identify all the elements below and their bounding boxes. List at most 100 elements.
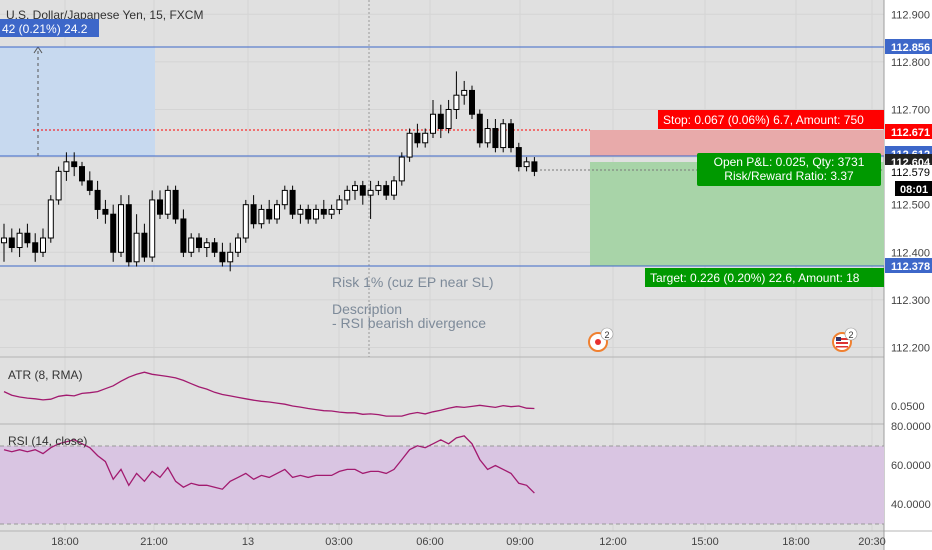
candle-body	[313, 208, 319, 220]
candle-body	[320, 208, 327, 215]
time-tick-label: 15:00	[691, 536, 719, 548]
candle-body	[359, 185, 366, 196]
rsi-tick-80: 80.0000	[891, 421, 931, 433]
candle-body	[157, 199, 163, 215]
candle-body	[398, 156, 405, 182]
candle-body	[149, 199, 156, 258]
candles-group	[1, 71, 538, 272]
target-label: Target: 0.226 (0.20%) 22.6, Amount: 18	[650, 271, 860, 285]
candle-body	[461, 89, 468, 96]
candle-body	[242, 204, 249, 239]
alert-event-icon[interactable]: 2	[588, 327, 614, 352]
candle-body	[437, 113, 444, 130]
candle-body	[336, 199, 343, 210]
atr-label: ATR (8, RMA)	[8, 368, 82, 382]
time-tick-label: 18:00	[782, 536, 810, 548]
time-tick-label: 20:30	[858, 536, 886, 548]
candle-body	[71, 161, 78, 168]
rsi-label: RSI (14, close)	[8, 434, 87, 448]
candle-body	[523, 161, 530, 168]
candle-body	[352, 185, 358, 191]
us-flag-icon[interactable]: 2	[832, 327, 858, 352]
candle-body	[281, 189, 288, 206]
price-tick-label: 112.200	[891, 342, 930, 354]
candle-body	[289, 189, 296, 215]
countdown-tag	[895, 181, 932, 196]
candle-body	[375, 185, 382, 191]
measure-label-box	[0, 19, 99, 37]
price-tick-label: 112.500	[891, 200, 930, 212]
candle-body	[406, 132, 413, 158]
candle-body	[367, 189, 374, 196]
atr-tick: 0.0500	[891, 401, 925, 413]
candle-body	[63, 161, 70, 172]
alert-event-count: 2	[604, 330, 609, 340]
last-price-tag	[885, 165, 932, 178]
upper-level-tag	[885, 39, 932, 54]
candle-body	[164, 189, 171, 215]
candle-body	[422, 132, 429, 144]
atr-line	[3, 371, 535, 417]
stop-label: Stop: 0.067 (0.06%) 6.7, Amount: 750	[663, 113, 864, 127]
candle-body	[196, 237, 202, 249]
measure-label: 42 (0.21%) 24.2	[2, 22, 88, 36]
chart-title: U.S. Dollar/Japanese Yen, 15, FXCM	[6, 8, 203, 22]
time-tick-label: 09:00	[506, 536, 534, 548]
candle-body	[133, 232, 140, 263]
stop-loss-zone[interactable]	[590, 130, 884, 156]
candle-body	[94, 189, 101, 210]
candle-body	[180, 218, 187, 253]
candle-body	[172, 189, 179, 220]
candle-body	[476, 113, 483, 144]
candle-body	[274, 204, 280, 220]
candle-body	[188, 237, 195, 253]
candle-body	[250, 204, 257, 225]
candle-body	[414, 132, 421, 144]
pnl-line1: Open P&L: 0.025, Qty: 3731	[714, 155, 865, 169]
price-tick-label: 112.800	[891, 57, 930, 69]
candle-body	[24, 232, 31, 244]
candle-body	[430, 113, 436, 134]
price-axis-background	[884, 0, 932, 550]
price-tick-label: 112.400	[891, 247, 930, 259]
candle-body	[125, 204, 132, 263]
target-label-box[interactable]	[645, 268, 884, 287]
candle-body	[492, 128, 499, 149]
rsi-line	[3, 435, 535, 494]
candle-body	[79, 166, 85, 182]
candle-body	[110, 213, 117, 253]
upper-level-tag-text: 112.856	[891, 42, 930, 54]
candle-body	[55, 170, 62, 201]
candle-body	[118, 204, 124, 253]
candle-body	[484, 128, 491, 144]
note-description-title: Description	[332, 301, 402, 317]
rsi-tick-40: 40.0000	[891, 499, 931, 511]
time-axis-ticks: 18:00 21:00 13 03:00 06:00 09:00 12:00 15:00 18:…	[51, 536, 886, 548]
candle-body	[86, 180, 93, 191]
target-level-tag-text: 112.378	[891, 261, 930, 273]
time-tick-label: 06:00	[416, 536, 444, 548]
stop-level-tag	[885, 124, 932, 139]
note-risk: Risk 1% (cuz EP near SL)	[332, 274, 494, 290]
candle-body	[305, 208, 312, 220]
countdown-tag-text: 08:01	[900, 184, 928, 196]
price-axis-ticks: 112.900112.800112.700112.600112.500112.4…	[891, 9, 930, 354]
candle-body	[102, 208, 109, 215]
candle-body	[328, 208, 335, 215]
candle-body	[203, 242, 210, 249]
rsi-band	[0, 446, 884, 524]
stop-level-tag-text: 112.671	[891, 127, 930, 139]
candle-body	[47, 199, 54, 239]
stop-label-box[interactable]	[658, 110, 884, 129]
time-tick-label: 13	[242, 536, 254, 548]
flag-event-count: 2	[848, 330, 853, 340]
rsi-tick-60: 60.0000	[891, 460, 931, 472]
candle-body	[32, 242, 39, 253]
candle-body	[445, 108, 452, 130]
last-price-tag-text: 112.579	[891, 167, 930, 179]
measure-range-box[interactable]	[0, 47, 155, 156]
candle-body	[500, 123, 507, 149]
pnl-label-box[interactable]	[697, 153, 881, 186]
pnl-line2: Risk/Reward Ratio: 3.37	[724, 169, 854, 183]
